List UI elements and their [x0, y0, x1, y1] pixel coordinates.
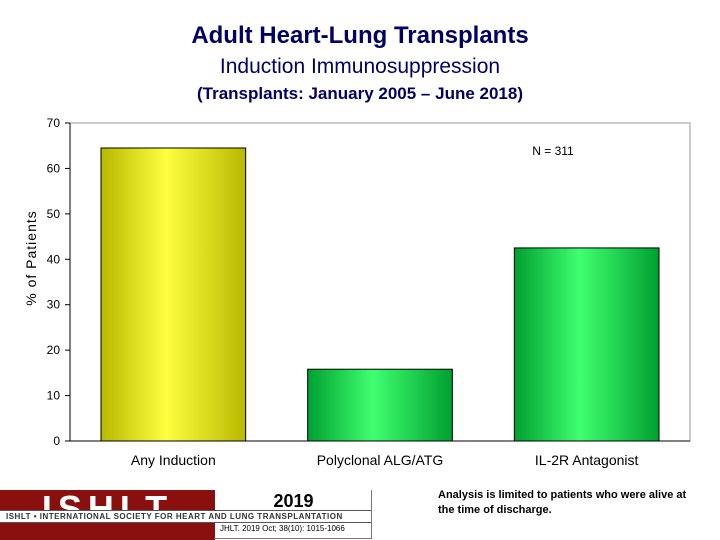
y-tick-label: 30	[47, 298, 61, 312]
chart-period: (Transplants: January 2005 – June 2018)	[197, 84, 523, 103]
y-tick-label: 70	[47, 116, 61, 130]
logo-strip-text: ISHLT • INTERNATIONAL SOCIETY FOR HEART …	[6, 512, 343, 521]
y-axis-label: % of Patients	[23, 210, 39, 306]
footnote: Analysis is limited to patients who were…	[438, 489, 687, 516]
logo-strip: ISHLT • INTERNATIONAL SOCIETY FOR HEART …	[0, 510, 372, 523]
y-tick-label: 60	[47, 161, 61, 175]
y-tick-label: 0	[53, 434, 60, 448]
chart-subtitle: Induction Immunosuppression	[219, 55, 501, 78]
y-tick-label: 10	[47, 389, 61, 403]
bar-any-induction	[100, 147, 247, 442]
y-tick-label: 40	[47, 252, 61, 266]
y-tick-label: 20	[47, 343, 61, 357]
chart-title: Adult Heart-Lung Transplants	[191, 22, 529, 49]
report-year: 2019	[273, 491, 314, 511]
logo-frame	[214, 490, 372, 539]
x-tick-label: Polyclonal ALG/ATG	[317, 452, 444, 468]
sample-size-annotation: N = 311	[532, 144, 574, 158]
citation: JHLT. 2019 Oct; 38(10): 1015-1066	[220, 524, 345, 533]
bar-chart: 0 10 20 30 40 50 60 70 Any Induction Polyclonal …	[23, 116, 691, 468]
bar-polyclonal-alg-atg	[307, 368, 453, 442]
x-tick-label: Any Induction	[131, 452, 216, 468]
x-tick-label: IL-2R Antagonist	[535, 452, 639, 468]
y-tick-label: 50	[47, 207, 61, 221]
bar-il-2r-antagonist	[513, 247, 660, 442]
